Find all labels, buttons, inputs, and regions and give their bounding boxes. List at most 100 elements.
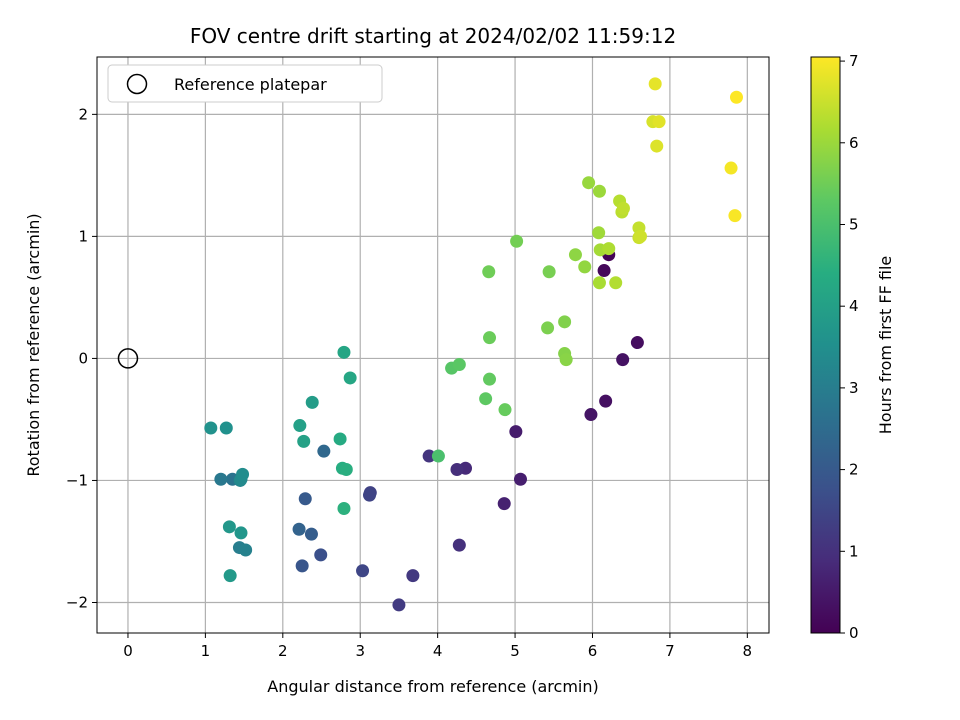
data-point — [317, 444, 331, 458]
data-point — [633, 229, 647, 243]
data-point — [483, 372, 497, 386]
data-point — [558, 315, 572, 329]
data-point — [592, 226, 606, 240]
data-point — [479, 392, 493, 406]
x-axis-ticks: 0 1 2 3 4 5 6 7 8 — [123, 633, 752, 660]
plot-frame — [96, 56, 770, 634]
data-point — [497, 497, 511, 511]
data-point — [616, 353, 630, 367]
y-tick-label: −2 — [66, 593, 88, 611]
grid — [97, 57, 769, 633]
y-tick-label: 2 — [78, 105, 88, 123]
data-point — [337, 345, 351, 359]
data-point — [239, 543, 253, 557]
legend-reference-marker — [126, 73, 148, 95]
data-point — [568, 248, 582, 262]
data-point — [609, 276, 623, 290]
x-axis-label: Angular distance from reference (arcmin) — [267, 677, 598, 696]
data-point — [363, 488, 377, 502]
data-point — [582, 176, 596, 190]
data-point — [483, 331, 497, 345]
colorbar-tick-label: 3 — [849, 379, 859, 397]
data-point — [578, 260, 592, 274]
y-tick-label: −1 — [66, 471, 88, 489]
y-tick-label: 1 — [78, 227, 88, 245]
data-point — [295, 559, 309, 573]
data-point — [343, 371, 357, 385]
x-tick-label: 7 — [665, 642, 675, 660]
data-point — [222, 520, 236, 534]
data-point — [482, 265, 496, 279]
data-point — [293, 419, 307, 433]
plot-background — [97, 57, 769, 633]
colorbar-tick-label: 2 — [849, 461, 859, 479]
data-point — [452, 358, 466, 372]
colorbar-gradient — [810, 56, 841, 634]
data-point — [559, 353, 573, 367]
data-point — [305, 395, 319, 409]
legend: Reference platepar — [107, 64, 383, 103]
legend-entry-reference-platepar: Reference platepar — [174, 75, 327, 94]
data-point — [616, 201, 630, 215]
data-point — [652, 115, 666, 129]
colorbar-tick-label: 4 — [849, 297, 859, 315]
data-point — [650, 139, 664, 153]
data-point — [214, 472, 228, 486]
data-point — [337, 502, 351, 516]
colorbar-tick-label: 7 — [849, 52, 859, 70]
data-point — [513, 472, 527, 486]
y-axis-label: Rotation from reference (arcmin) — [24, 213, 43, 476]
x-tick-label: 5 — [510, 642, 520, 660]
data-points — [204, 77, 743, 612]
data-point — [422, 449, 436, 463]
data-point — [234, 526, 248, 540]
reference-platepar-marker — [117, 348, 139, 369]
colorbar-tick-label: 0 — [849, 624, 859, 642]
y-tick-label: 0 — [78, 349, 88, 367]
colorbar: 0 1 2 3 4 5 6 7 Hours from first FF file — [810, 52, 895, 642]
x-tick-label: 0 — [123, 642, 133, 660]
data-point — [406, 569, 420, 583]
data-point — [236, 467, 250, 481]
data-point — [729, 90, 743, 104]
data-point — [498, 403, 512, 417]
x-tick-label: 1 — [201, 642, 211, 660]
data-point — [219, 421, 233, 435]
x-tick-label: 3 — [355, 642, 365, 660]
legend-box — [107, 64, 383, 103]
chart-title: FOV centre drift starting at 2024/02/02 … — [190, 24, 676, 48]
y-axis-ticks: −2 −1 0 1 2 — [66, 105, 97, 611]
data-point — [431, 449, 445, 463]
data-point — [392, 598, 406, 612]
data-point — [292, 522, 306, 536]
data-point — [724, 161, 738, 175]
data-point — [592, 276, 606, 290]
x-tick-label: 6 — [588, 642, 598, 660]
data-point — [599, 394, 613, 408]
data-point — [510, 234, 524, 248]
data-point — [542, 265, 556, 279]
x-tick-label: 2 — [278, 642, 288, 660]
data-point — [648, 77, 662, 91]
plot-area — [96, 56, 770, 634]
data-point — [541, 321, 555, 335]
data-point — [630, 336, 644, 350]
data-point — [204, 421, 218, 435]
data-point — [339, 462, 353, 476]
colorbar-ticks: 0 1 2 3 4 5 6 7 — [840, 52, 859, 642]
colorbar-label: Hours from first FF file — [876, 256, 895, 435]
data-point — [450, 462, 464, 476]
x-tick-label: 4 — [433, 642, 443, 660]
data-point — [584, 408, 598, 422]
data-point — [297, 434, 311, 448]
colorbar-tick-label: 1 — [849, 542, 859, 560]
data-point — [314, 548, 328, 562]
data-point — [333, 432, 347, 446]
colorbar-tick-label: 6 — [849, 134, 859, 152]
data-point — [356, 564, 370, 578]
data-point — [304, 527, 318, 541]
data-point — [597, 264, 611, 278]
data-point — [509, 425, 523, 439]
data-point — [592, 184, 606, 198]
